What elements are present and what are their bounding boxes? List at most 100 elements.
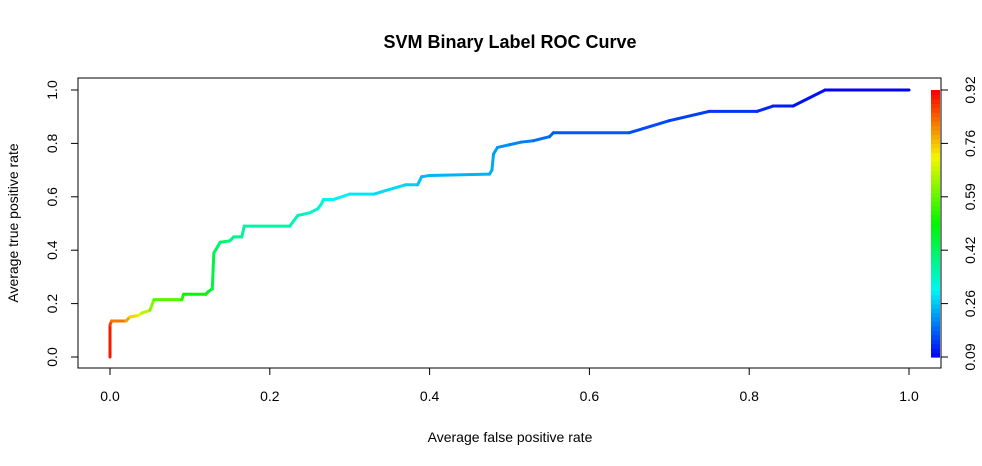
colorbar-cell	[931, 276, 940, 282]
colorbar-cell	[931, 165, 940, 171]
colorbar-tick-label: 0.59	[962, 183, 978, 210]
x-tick-label: 0.6	[580, 388, 600, 404]
colorbar-cell	[931, 227, 940, 233]
colorbar-cell	[931, 321, 940, 327]
colorbar-cell	[931, 156, 940, 162]
colorbar-cell	[931, 179, 940, 185]
colorbar-cell	[931, 316, 940, 322]
colorbar-cell	[931, 236, 940, 242]
colorbar-cell	[931, 268, 940, 274]
chart-title: SVM Binary Label ROC Curve	[383, 32, 636, 52]
x-tick-label: 0.4	[420, 388, 440, 404]
colorbar-cell	[931, 330, 940, 336]
x-tick-label: 0.2	[260, 388, 280, 404]
colorbar-cell	[931, 183, 940, 189]
roc-segment	[791, 88, 827, 108]
colorbar-tick-label: 0.09	[962, 343, 978, 370]
colorbar-cell	[931, 263, 940, 269]
colorbar-cell	[931, 130, 940, 136]
colorbar-cell	[931, 299, 940, 305]
colorbar-cell	[931, 290, 940, 296]
y-tick-label: 1.0	[44, 80, 60, 100]
colorbar-cell	[931, 281, 940, 287]
threshold-colorbar	[931, 90, 940, 358]
roc-segment	[508, 140, 523, 147]
x-tick-label: 1.0	[899, 388, 919, 404]
colorbar-cell	[931, 348, 940, 354]
colorbar-cell	[931, 201, 940, 207]
roc-segment	[755, 104, 775, 113]
colorbar-cell	[931, 152, 940, 158]
colorbar-cell	[931, 121, 940, 127]
colorbar-cell	[931, 214, 940, 220]
y-axis: 0.0 0.2 0.4 0.6 0.8 1.0	[44, 80, 78, 367]
colorbar-cell	[931, 116, 940, 122]
colorbar-cell	[931, 192, 940, 198]
roc-segment	[519, 139, 535, 144]
colorbar-cell	[931, 250, 940, 256]
colorbar-cell	[931, 143, 940, 149]
roc-segment	[372, 183, 408, 196]
colorbar-cell	[931, 170, 940, 176]
colorbar-cell	[931, 223, 940, 229]
roc-segment	[667, 109, 711, 123]
y-tick-label: 0.4	[44, 240, 60, 260]
colorbar-cell	[931, 339, 940, 345]
roc-segment	[490, 152, 496, 172]
colorbar-cell	[931, 134, 940, 140]
colorbar-cell	[931, 205, 940, 211]
roc-segment	[240, 224, 246, 239]
colorbar-cell	[931, 232, 940, 238]
colorbar-tick-label: 0.26	[962, 290, 978, 317]
plot-frame	[77, 77, 942, 369]
colorbar-cell	[931, 245, 940, 251]
y-axis-label: Average true positive rate	[5, 143, 21, 302]
colorbar-cell	[931, 325, 940, 331]
colorbar-cell	[931, 343, 940, 349]
x-tick-label: 0.0	[100, 388, 120, 404]
colorbar-cell	[931, 259, 940, 265]
colorbar-cell	[931, 94, 940, 100]
colorbar-cell	[931, 334, 940, 340]
roc-segment	[210, 251, 216, 291]
colorbar-cell	[931, 147, 940, 153]
roc-segment	[496, 143, 511, 149]
colorbar-cell	[931, 98, 940, 104]
roc-segment	[428, 172, 492, 177]
roc-segment	[296, 211, 312, 217]
colorbar-tick-label: 0.92	[962, 76, 978, 103]
roc-segment	[531, 135, 551, 143]
x-axis-label: Average false positive rate	[428, 429, 593, 445]
colorbar-cell	[931, 107, 940, 113]
roc-segment	[288, 213, 300, 228]
colorbar-cell	[931, 254, 940, 260]
y-tick-label: 0.0	[44, 347, 60, 367]
roc-segment	[218, 239, 232, 244]
y-tick-label: 0.2	[44, 294, 60, 314]
colorbar-cell	[931, 294, 940, 300]
colorbar-cell	[931, 308, 940, 314]
colorbar-cell	[931, 285, 940, 291]
colorbar-cell	[931, 272, 940, 278]
colorbar-cell	[931, 352, 940, 358]
x-tick-label: 0.8	[739, 388, 759, 404]
colorbar-cell	[931, 125, 940, 131]
colorbar-cell	[931, 187, 940, 193]
colorbar-cell	[931, 174, 940, 180]
roc-segment	[148, 298, 156, 312]
colorbar-cell	[931, 138, 940, 144]
colorbar-cell	[931, 312, 940, 318]
roc-curve	[108, 88, 911, 359]
roc-segment	[627, 119, 671, 135]
colorbar-cell	[931, 112, 940, 118]
colorbar-cell	[931, 210, 940, 216]
colorbar-tick-label: 0.76	[962, 130, 978, 157]
y-tick-label: 0.6	[44, 187, 60, 207]
colorbar-cell	[931, 196, 940, 202]
colorbar-cell	[931, 103, 940, 109]
y-tick-label: 0.8	[44, 133, 60, 153]
colorbar-cell	[931, 90, 940, 96]
colorbar-cell	[931, 241, 940, 247]
roc-segment	[332, 192, 352, 201]
